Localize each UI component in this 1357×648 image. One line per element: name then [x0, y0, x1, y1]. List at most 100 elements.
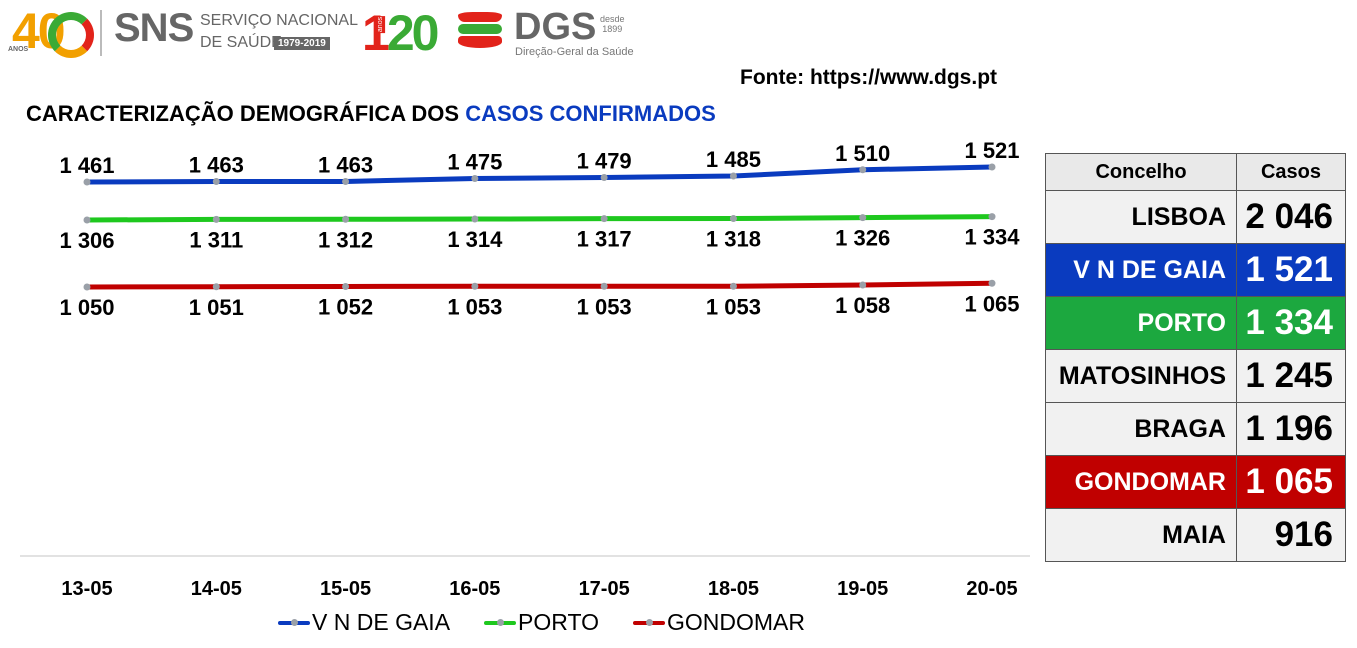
data-label-gondomar: 1 065 [964, 291, 1019, 316]
data-label-porto: 1 311 [189, 227, 243, 252]
series-line-gondomar [84, 280, 995, 290]
concelho-cell: MATOSINHOS [1045, 349, 1237, 403]
data-point-gondomar [988, 279, 996, 287]
casos-cell: 1 245 [1236, 349, 1346, 403]
dgs-desde-label: desde [600, 14, 625, 24]
data-label-gondomar: 1 053 [577, 294, 632, 319]
data-label-gaia: 1 485 [706, 147, 761, 172]
concelho-cell: GONDOMAR [1045, 455, 1237, 509]
legend-porto-label: PORTO [518, 609, 599, 635]
data-label-porto: 1 314 [447, 227, 503, 252]
data-label-gaia: 1 463 [318, 153, 373, 178]
data-point-porto [859, 214, 867, 222]
data-label-gaia: 1 461 [59, 153, 114, 178]
table-row: PORTO 1 334 [1045, 296, 1346, 350]
header-divider [100, 10, 102, 56]
data-label-porto: 1 312 [318, 227, 373, 252]
data-label-gondomar: 1 053 [706, 294, 761, 319]
dgs-since: desde 1899 [600, 14, 625, 34]
line-chart: 1 461 1 463 1 463 1 475 1 479 1 485 1 510 1 521… [20, 138, 1030, 600]
data-label-gaia: 1 463 [189, 153, 244, 178]
logo-120-rest: 20 [386, 5, 440, 61]
x-tick-label: 16-05 [449, 578, 500, 600]
data-label-porto: 1 334 [964, 225, 1020, 250]
data-label-porto: 1 317 [577, 227, 632, 252]
logo-120-sub: anos [376, 15, 386, 34]
chart-legend: V N DE GAIA PORTO GONDOMAR [278, 609, 805, 636]
cases-table: Concelho Casos LISBOA 2 046 V N DE GAIA 1 5… [1045, 153, 1346, 562]
x-tick-label: 13-05 [61, 578, 112, 600]
x-tick-label: 15-05 [320, 578, 371, 600]
data-point-gaia [212, 178, 220, 185]
legend-item-gaia: V N DE GAIA [278, 609, 450, 636]
data-point-porto [212, 215, 220, 223]
x-tick-label: 17-05 [579, 578, 630, 600]
data-point-porto [600, 215, 608, 223]
data-point-gondomar [342, 283, 350, 290]
table-row: MATOSINHOS 1 245 [1045, 349, 1346, 403]
data-label-gondomar: 1 053 [447, 294, 502, 319]
table-header-row: Concelho Casos [1045, 153, 1346, 191]
x-tick-label: 18-05 [708, 578, 759, 600]
table-row: BRAGA 1 196 [1045, 402, 1346, 456]
dgs-fullname: Direção-Geral da Saúde [515, 46, 634, 58]
casos-cell: 1 334 [1236, 296, 1346, 350]
source-label: Fonte: https://www.dgs.pt [740, 66, 998, 89]
legend-gaia-line-icon [278, 618, 310, 626]
table-row: LISBOA 2 046 [1045, 190, 1346, 244]
logo-40-ring-icon [48, 12, 94, 58]
table-row: MAIA 916 [1045, 508, 1346, 562]
legend-gaia-label: V N DE GAIA [312, 609, 451, 635]
concelho-cell: PORTO [1045, 296, 1237, 350]
data-point-gaia [83, 178, 91, 186]
header-concelho: Concelho [1045, 153, 1237, 191]
sns-years: 1979-2019 [274, 37, 330, 50]
sns-logo: SNS [114, 6, 194, 50]
series-line-gaia [84, 164, 995, 185]
legend-gondomar-label: GONDOMAR [667, 609, 805, 635]
data-point-gondomar [83, 283, 91, 291]
chart-title-prefix: CARACTERIZAÇÃO DEMOGRÁFICA DOS [26, 101, 466, 126]
table-row: GONDOMAR 1 065 [1045, 455, 1346, 509]
casos-cell: 916 [1236, 508, 1346, 562]
data-point-porto [83, 216, 91, 224]
concelho-cell: LISBOA [1045, 190, 1237, 244]
x-tick-label: 20-05 [966, 578, 1017, 600]
casos-cell: 1 065 [1236, 455, 1346, 509]
data-label-gaia: 1 475 [447, 150, 502, 175]
data-point-gaia [600, 174, 608, 181]
data-point-gaia [729, 172, 737, 180]
logo-120-lead: 1 [362, 5, 390, 61]
data-label-gondomar: 1 052 [318, 295, 373, 320]
chart-title: CARACTERIZAÇÃO DEMOGRÁFICA DOS CASOS CON… [26, 101, 716, 127]
data-label-gaia: 1 510 [835, 141, 890, 166]
legend-gondomar-line-icon [633, 618, 665, 626]
data-point-gondomar [600, 282, 608, 290]
header-casos: Casos [1236, 153, 1346, 191]
legend-item-porto: PORTO [484, 609, 599, 636]
logo-40-sub: ANOS [8, 46, 29, 53]
data-point-gaia [471, 175, 479, 182]
concelho-cell: BRAGA [1045, 402, 1237, 456]
data-point-gondomar [859, 281, 867, 289]
data-point-porto [988, 213, 996, 221]
data-label-gondomar: 1 051 [189, 295, 244, 320]
dgs-emblem-icon [458, 12, 502, 52]
data-label-gondomar: 1 058 [835, 293, 890, 318]
data-label-porto: 1 318 [706, 227, 761, 252]
legend-item-gondomar: GONDOMAR [633, 609, 805, 636]
casos-cell: 2 046 [1236, 190, 1346, 244]
data-label-gondomar: 1 050 [59, 295, 114, 320]
logo-120-anos: 120 [362, 4, 440, 62]
logo-40-anos: 40 ANOS [4, 3, 96, 60]
sns-line1: SERVIÇO NACIONAL [200, 12, 358, 29]
sns-line2: DE SAÚDE [200, 34, 282, 51]
data-label-porto: 1 326 [835, 226, 890, 251]
data-point-porto [729, 215, 737, 223]
data-label-gaia: 1 521 [964, 138, 1019, 163]
series-line-porto [84, 214, 995, 223]
data-point-gaia [342, 178, 350, 185]
dgs-year: 1899 [602, 24, 623, 34]
dgs-logo: DGS [514, 6, 597, 48]
casos-cell: 1 521 [1236, 243, 1346, 297]
